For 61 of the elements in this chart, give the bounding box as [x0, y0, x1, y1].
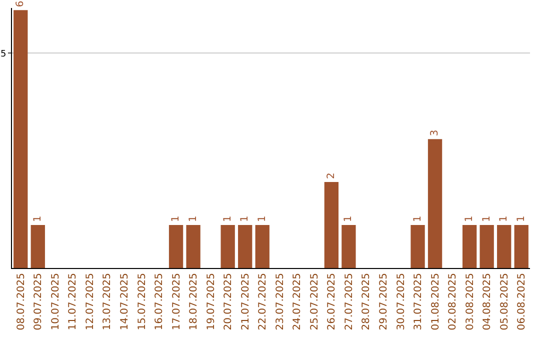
x-tick-label: 24.07.2025	[292, 273, 304, 330]
x-tick-label: 16.07.2025	[154, 273, 166, 330]
bar	[410, 225, 425, 268]
x-tick-label: 19.07.2025	[206, 273, 217, 330]
x-tick-label: 04.08.2025	[482, 273, 494, 330]
x-tick-label: 30.07.2025	[396, 273, 407, 330]
data-label: 1	[498, 216, 510, 222]
data-label: 1	[516, 216, 527, 222]
data-label: 1	[481, 216, 492, 222]
bar	[324, 182, 339, 268]
data-label: 1	[170, 216, 182, 222]
x-tick-label: 02.08.2025	[448, 273, 459, 330]
data-label: 1	[412, 216, 424, 222]
x-tick-label: 23.07.2025	[274, 273, 286, 330]
x-tick-label: 12.07.2025	[84, 273, 96, 330]
bar	[220, 225, 235, 268]
x-tick-label: 08.07.2025	[16, 273, 27, 330]
data-label: 1	[240, 216, 251, 222]
x-tick-label: 14.07.2025	[119, 273, 130, 330]
x-tick-label: 03.08.2025	[464, 273, 476, 330]
data-label: 2	[326, 172, 337, 180]
bar	[168, 225, 184, 268]
bar	[342, 225, 356, 268]
x-tick-label: 31.07.2025	[413, 273, 424, 330]
x-tick-label: 09.07.2025	[33, 273, 44, 330]
x-tick-label: 01.08.2025	[430, 273, 442, 330]
x-tick-label: 26.07.2025	[326, 273, 338, 330]
x-tick-label: 13.07.2025	[102, 273, 114, 330]
x-tick-label: 15.07.2025	[136, 273, 148, 330]
x-tick-label: 28.07.2025	[361, 273, 372, 330]
x-tick-label: 11.07.2025	[68, 273, 79, 330]
x-tick-label: 22.07.2025	[258, 273, 269, 330]
data-label: 1	[343, 216, 354, 222]
x-tick-label: 10.07.2025	[50, 273, 62, 330]
data-label: 6	[15, 0, 26, 8]
x-tick-label: 25.07.2025	[309, 273, 320, 330]
x-tick-label: 27.07.2025	[344, 273, 355, 330]
bar	[255, 225, 270, 268]
x-tick-label: 29.07.2025	[378, 273, 390, 330]
data-label: 1	[32, 216, 44, 222]
y-tick-label: 5	[0, 49, 6, 60]
bar	[30, 225, 45, 268]
data-label: 1	[222, 216, 234, 222]
bar	[14, 10, 28, 268]
bar	[480, 225, 494, 268]
bar	[497, 225, 512, 268]
x-tick-label: 06.08.2025	[516, 273, 528, 330]
x-tick-label: 18.07.2025	[188, 273, 200, 330]
x-tick-label: 21.07.2025	[240, 273, 252, 330]
bar	[186, 225, 200, 268]
x-tick-label: 05.08.2025	[499, 273, 510, 330]
data-label: 1	[464, 216, 476, 222]
data-label: 1	[256, 216, 268, 222]
bar	[514, 225, 528, 268]
x-tick-label: 17.07.2025	[171, 273, 182, 330]
bar	[428, 139, 442, 268]
bar	[238, 225, 252, 268]
data-label: 3	[430, 130, 441, 136]
data-label: 1	[188, 216, 199, 222]
x-tick-label: 20.07.2025	[223, 273, 234, 330]
bar	[462, 225, 477, 268]
